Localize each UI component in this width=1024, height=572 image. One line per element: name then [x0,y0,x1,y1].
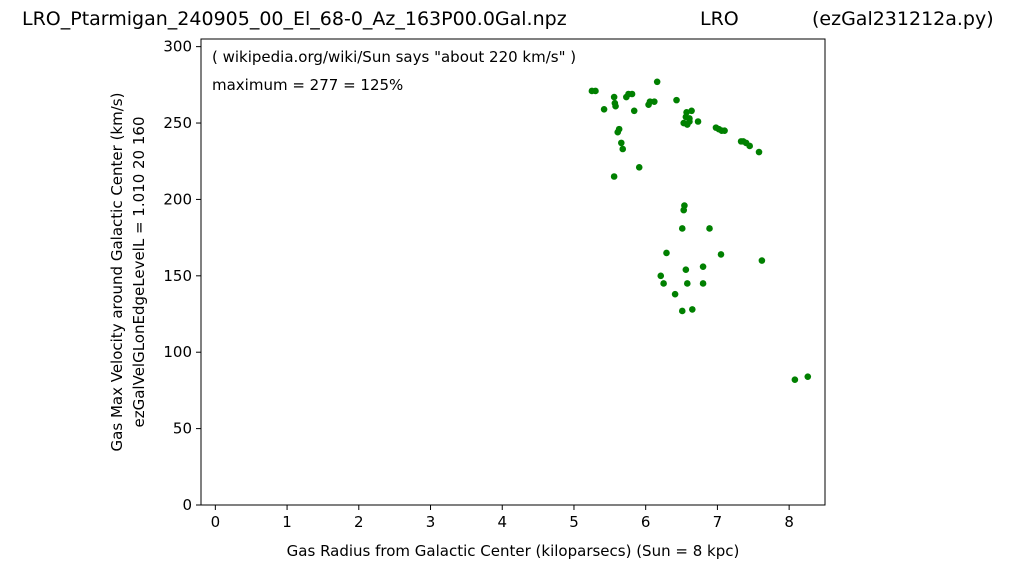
x-axis-label: Gas Radius from Galactic Center (kilopar… [287,542,740,560]
y-tick-label: 50 [173,420,192,438]
data-point [694,118,702,125]
data-point [755,148,763,156]
y-axis-label-line2: ezGalVelGLonEdgeLevelL = 1.010 20 160 [130,117,148,428]
x-tick-label: 5 [569,513,579,531]
data-point [628,90,636,98]
site-title: LRO [700,8,739,30]
x-tick-label: 0 [211,513,221,531]
data-point [615,125,623,133]
reference-note: ( wikipedia.org/wiki/Sun says "about 220… [212,48,576,66]
data-point [804,373,812,380]
x-tick-label: 4 [497,513,507,531]
data-point [635,164,643,171]
x-tick-label: 3 [426,513,436,531]
data-point [657,272,665,280]
data-point [721,127,728,134]
data-point [600,105,608,113]
data-point [683,280,691,287]
data-point [653,78,661,86]
data-point [619,145,627,153]
data-point [610,93,618,101]
data-point [706,225,713,232]
data-point [612,102,619,110]
y-tick-label: 150 [163,267,192,285]
data-point [618,139,625,147]
data-point [686,118,693,125]
data-point [673,96,680,104]
file-title: LRO_Ptarmigan_240905_00_El_68-0_Az_163P0… [22,8,567,30]
y-tick-label: 250 [163,114,192,132]
data-point [663,249,670,257]
y-tick-label: 200 [163,190,192,208]
y-tick-label: 100 [163,343,192,361]
data-point [630,107,638,115]
data-points [588,78,812,384]
data-point [688,107,695,115]
axis-ticks: 0 1 2 3 4 5 6 7 8 0 50 100 150 200 250 300 [163,38,794,531]
y-axis-label-line1: Gas Max Velocity around Galactic Center … [108,93,126,452]
maximum-note: maximum = 277 = 125% [212,76,403,94]
data-point [689,306,696,313]
data-point [791,376,799,384]
data-point [678,307,686,315]
data-point [678,225,686,232]
x-tick-label: 2 [354,513,364,531]
data-point [660,280,667,287]
data-point [717,251,725,258]
data-point [683,109,690,116]
y-tick-label: 0 [182,496,192,514]
data-point [699,280,707,287]
x-tick-label: 7 [713,513,723,531]
plot-frame [200,38,826,506]
data-point [610,173,618,180]
data-point [671,290,679,298]
data-point [746,142,753,150]
data-point [650,98,658,105]
data-point [680,206,688,214]
x-tick-label: 1 [282,513,292,531]
data-point [682,266,690,274]
program-title: (ezGal231212a.py) [812,8,994,30]
y-tick-label: 300 [163,38,192,56]
data-point [699,263,707,270]
data-point [758,257,766,264]
data-point [592,87,599,95]
x-tick-label: 6 [641,513,651,531]
x-tick-label: 8 [784,513,794,531]
